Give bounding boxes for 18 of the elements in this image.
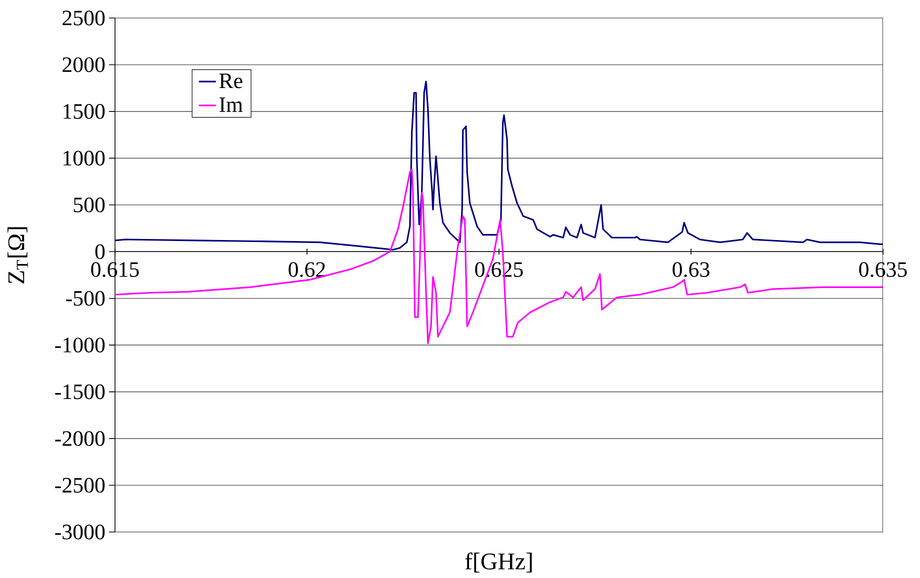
y-tick-label: 1000 <box>64 150 105 166</box>
y-axis-title: Z$_{T}$[Ω] <box>8 227 28 284</box>
y-tick-label: -500 <box>66 290 105 306</box>
y-tick-label: -3000 <box>55 524 105 540</box>
y-tick-label: 500 <box>74 198 105 212</box>
x-tick-label: 0.63 <box>672 262 710 278</box>
y-tick-label: 0 <box>95 244 105 260</box>
y-tick-label: -2500 <box>55 478 105 493</box>
x-axis-title: f[GHz] <box>465 552 532 572</box>
y-tick-label: -1000 <box>55 338 105 352</box>
y-tick-label: -2000 <box>55 431 105 446</box>
legend-label: Im <box>220 98 243 112</box>
legend-label: Re <box>219 74 242 88</box>
x-tick-label: 0.62 <box>288 262 325 278</box>
y-tick-label: 2000 <box>62 57 105 72</box>
y-tick-label: 1500 <box>64 104 105 119</box>
y-tick-label: -1500 <box>55 384 105 400</box>
y-tick-label: 2500 <box>62 10 105 26</box>
